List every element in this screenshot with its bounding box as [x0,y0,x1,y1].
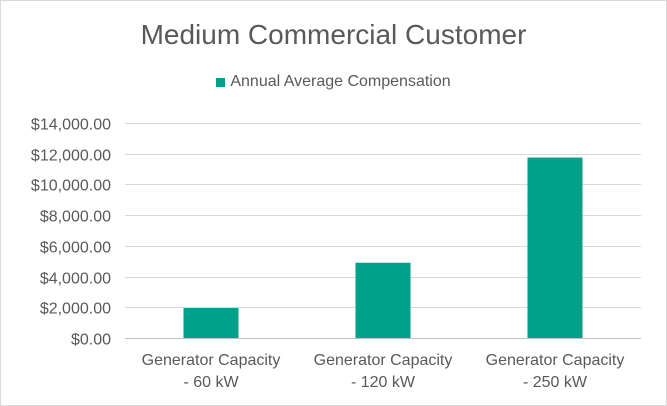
legend-label: Annual Average Compensation [230,73,451,90]
x-tick-label: - 60 kW [183,374,239,391]
x-tick-label: Generator Capacity [486,352,625,369]
y-tick-label: $6,000.00 [40,240,111,257]
y-tick-label: $14,000.00 [31,117,111,134]
y-axis-labels: $0.00 $2,000.00 $4,000.00 $6,000.00 $8,000.0… [31,117,111,349]
y-tick-label: $8,000.00 [40,209,111,226]
x-tick-label: - 120 kW [351,374,416,391]
x-axis-labels: Generator Capacity - 60 kW Generator Capac… [142,352,625,391]
x-tick-label: - 250 kW [523,374,588,391]
bars [183,157,583,338]
y-tick-label: $4,000.00 [40,271,111,288]
legend-swatch [216,77,226,87]
bar [355,262,411,338]
legend: Annual Average Compensation [1,73,666,91]
y-tick-label: $12,000.00 [31,148,111,165]
y-tick-label: $2,000.00 [40,301,111,318]
y-tick-label: $0.00 [71,332,111,349]
x-tick-label: Generator Capacity [314,352,453,369]
chart-title: Medium Commercial Customer [140,19,527,50]
bar [527,157,583,338]
x-tick-label: Generator Capacity [142,352,281,369]
y-tick-label: $10,000.00 [31,178,111,195]
bar [183,308,239,338]
